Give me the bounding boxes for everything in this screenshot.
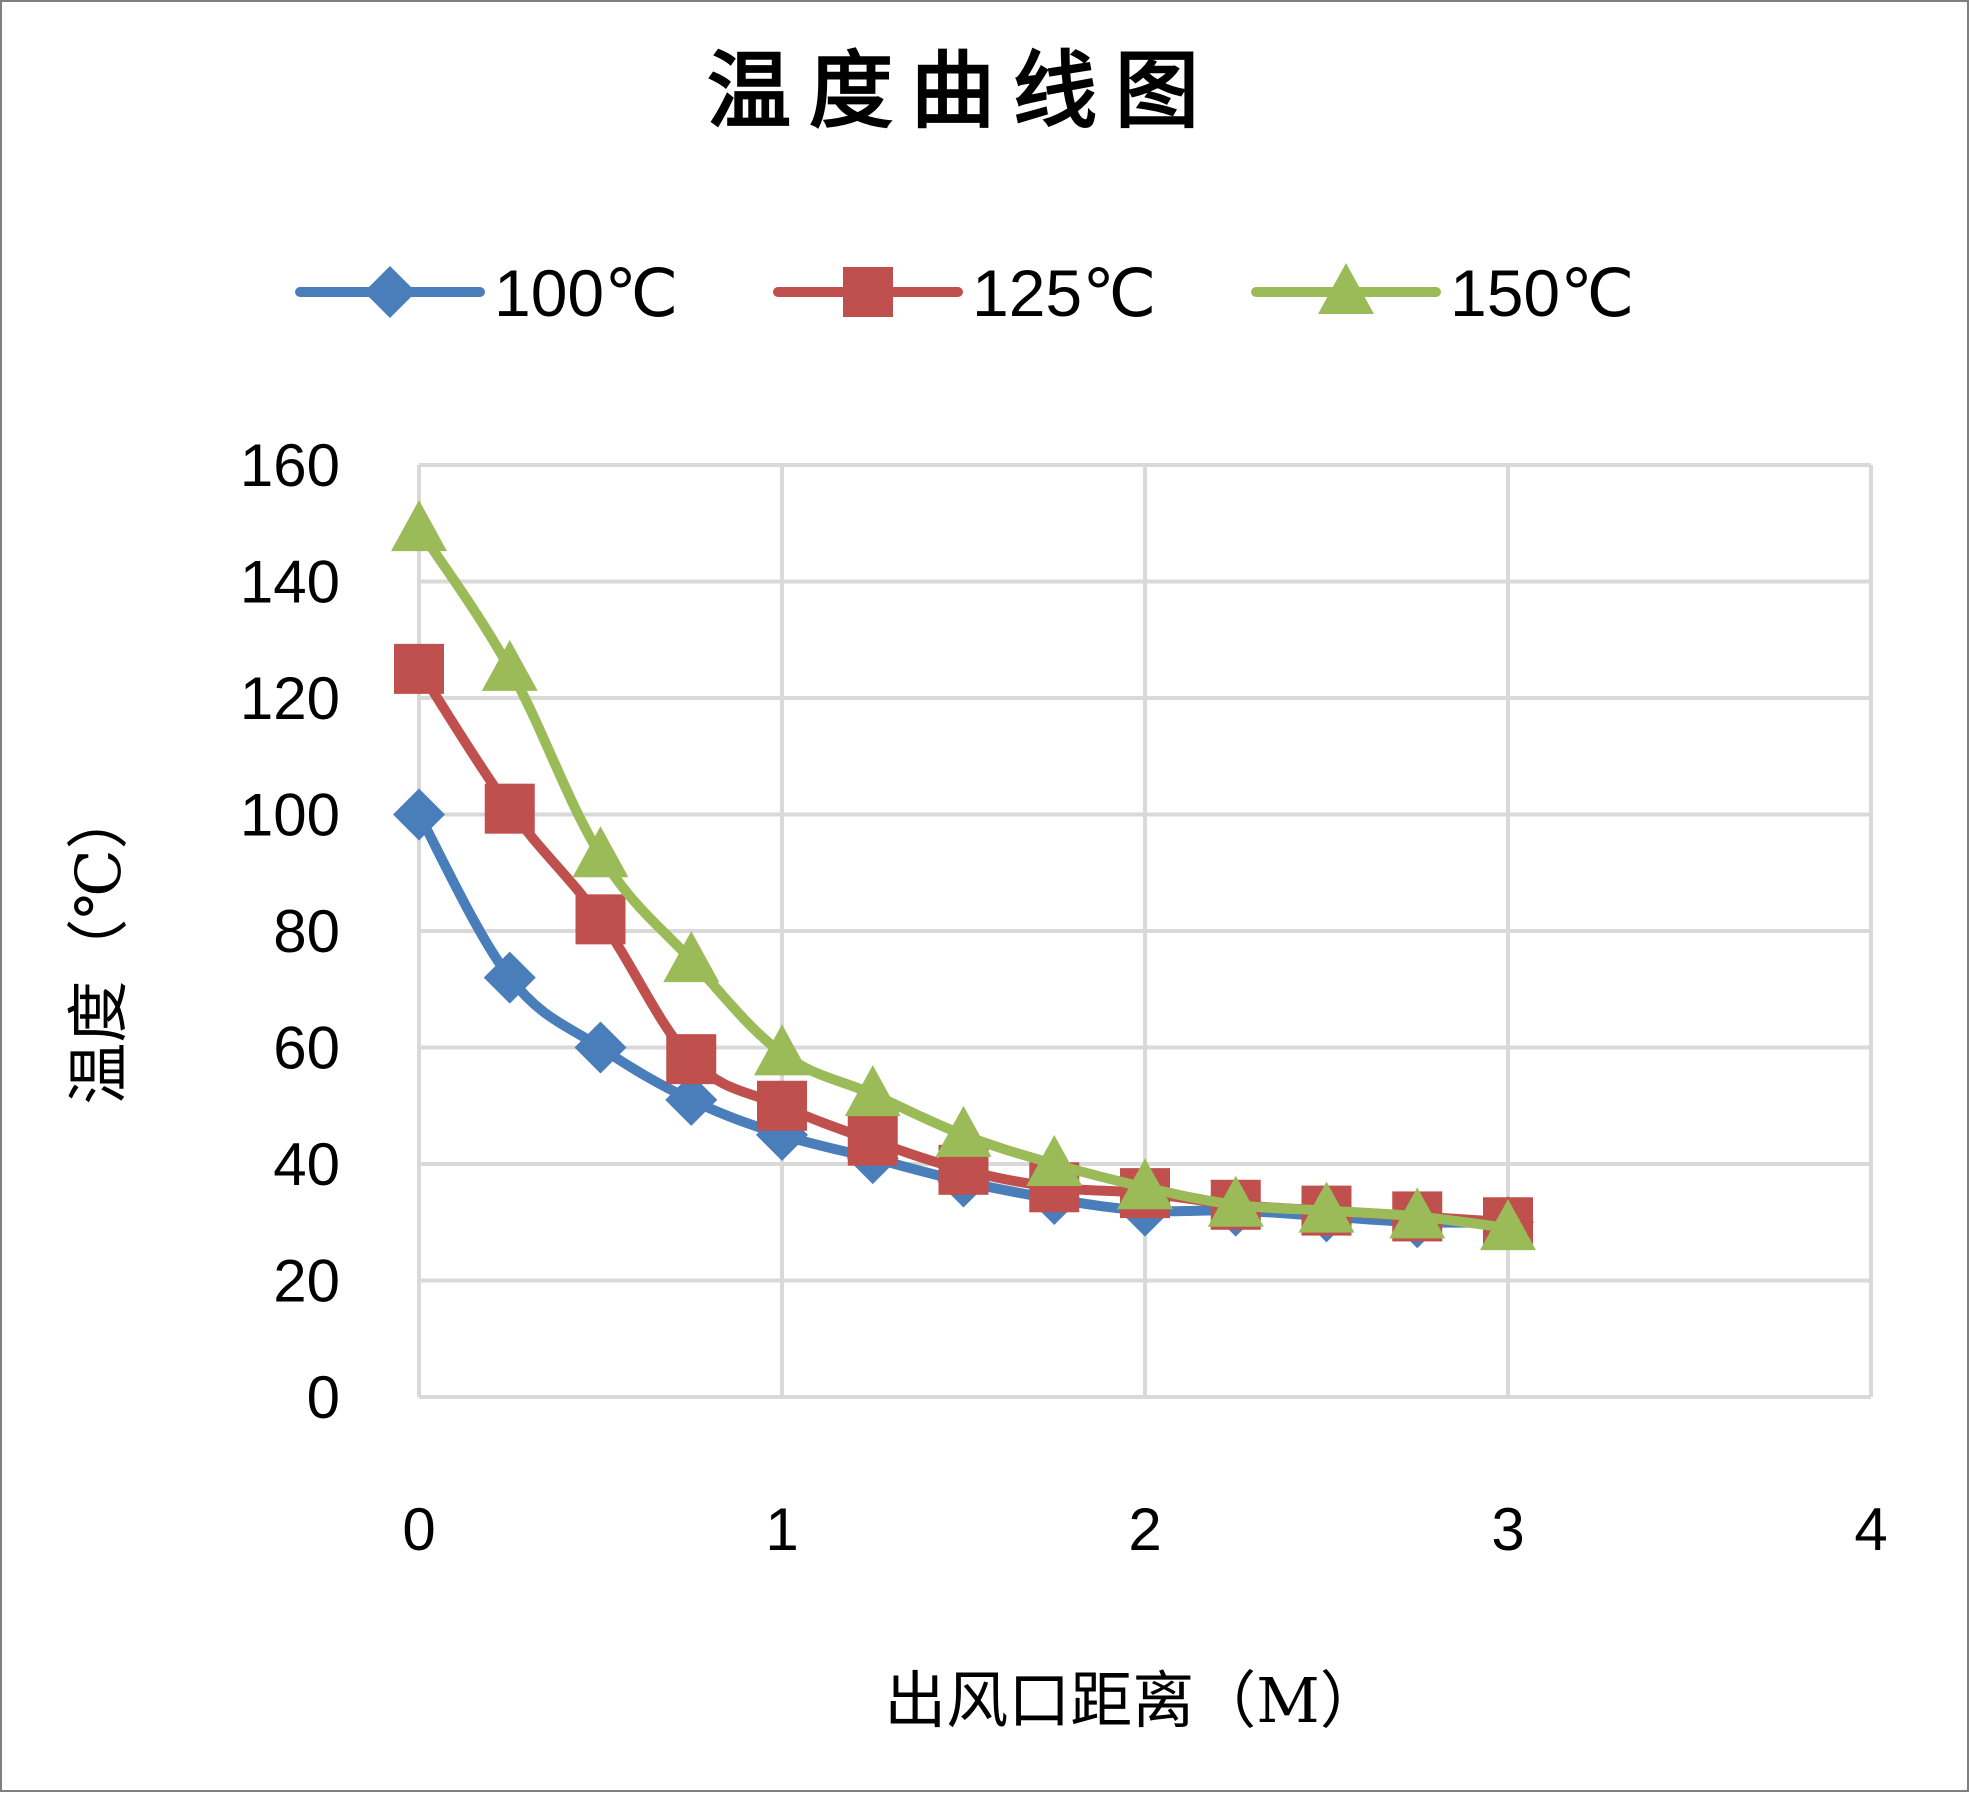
y-tick-label: 40 (273, 1131, 340, 1198)
y-tick-label: 140 (240, 549, 340, 616)
y-tick-label: 80 (273, 898, 340, 965)
data-point (1026, 1135, 1083, 1186)
legend-item-2: 150℃ (1251, 256, 1634, 330)
legend-label: 150℃ (1450, 256, 1634, 330)
data-point (663, 931, 720, 983)
data-point (575, 894, 626, 945)
series-layer (391, 500, 1536, 1251)
data-point (483, 951, 536, 1004)
x-axis-title: 出风口距离（M） (884, 1664, 1381, 1737)
legend-label: 100℃ (494, 256, 678, 330)
x-tick-label: 1 (765, 1496, 798, 1563)
legend-marker (364, 266, 416, 318)
data-point (665, 1073, 718, 1126)
data-point (757, 1080, 807, 1131)
data-point (847, 1115, 898, 1166)
gridlines (417, 463, 1873, 1399)
x-tick-label: 4 (1854, 1496, 1887, 1563)
x-tick-label: 0 (402, 1496, 435, 1563)
y-tick-label: 100 (240, 782, 340, 849)
data-point (1207, 1175, 1264, 1227)
y-axis-title: 温度（℃） (62, 787, 135, 1104)
legend-marker (1318, 263, 1374, 314)
legend-item-1: 125℃ (773, 256, 1156, 330)
x-axis-ticks: 0 1 2 3 4 (402, 1496, 1887, 1563)
data-point (666, 1034, 717, 1085)
data-point (572, 826, 629, 878)
data-point (935, 1105, 992, 1157)
x-tick-label: 2 (1128, 1496, 1161, 1563)
legend-label: 125℃ (972, 256, 1156, 330)
legend: 100℃ 125℃ 150℃ (295, 256, 1634, 330)
chart-title: 温度曲线图 (707, 42, 1217, 140)
data-point (1389, 1187, 1446, 1239)
data-point (1480, 1199, 1536, 1251)
legend-marker (843, 267, 893, 317)
y-tick-label: 120 (240, 665, 340, 732)
data-point (391, 500, 447, 552)
data-point (394, 643, 444, 694)
data-point (1117, 1158, 1173, 1210)
x-tick-label: 3 (1491, 1496, 1524, 1563)
data-point (1298, 1181, 1355, 1233)
y-axis-ticks: 0 20 40 60 80 100 120 140 160 (240, 432, 340, 1431)
data-point (574, 1021, 627, 1074)
y-tick-label: 20 (273, 1248, 340, 1315)
data-point (484, 783, 535, 834)
series-2 (391, 500, 1536, 1251)
y-tick-label: 160 (240, 432, 340, 499)
data-point (481, 639, 538, 691)
y-tick-label: 0 (307, 1364, 340, 1431)
data-point (754, 1024, 810, 1076)
data-point (393, 788, 445, 841)
legend-item-0: 100℃ (295, 256, 678, 330)
y-tick-label: 60 (273, 1015, 340, 1082)
data-point (844, 1065, 901, 1117)
